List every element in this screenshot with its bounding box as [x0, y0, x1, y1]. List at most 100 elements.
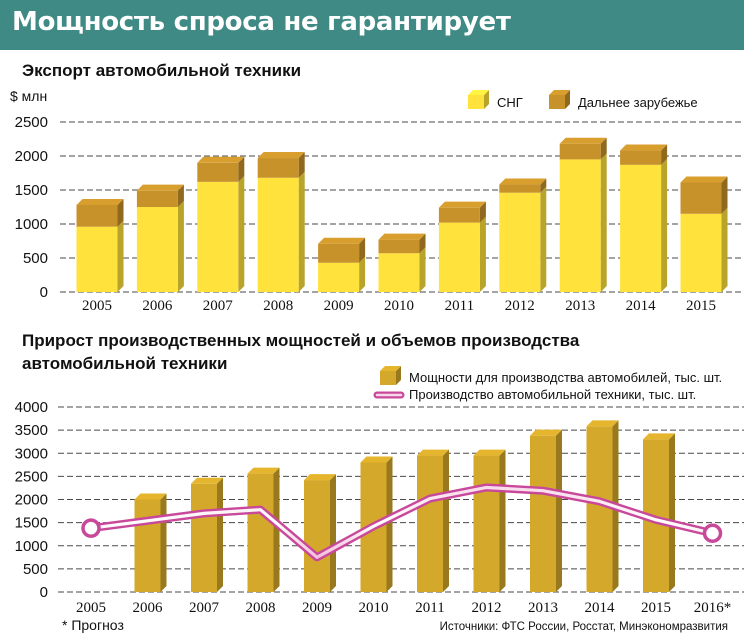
bar-segment-side — [540, 186, 547, 292]
bar-segment-front — [378, 239, 420, 254]
x-tick-label: 2009 — [324, 298, 354, 314]
capacity-bar — [134, 493, 167, 592]
bar-segment-front — [136, 207, 178, 292]
bar-segment-front — [680, 213, 722, 292]
x-tick-label: 2014 — [626, 298, 657, 314]
legend-swatch — [380, 366, 401, 385]
bar-segment — [620, 158, 668, 292]
bar-segment-top — [257, 152, 305, 159]
bar-segment-front — [438, 207, 480, 223]
bar-segment-side — [721, 176, 728, 214]
forecast-footnote: * Прогноз — [62, 617, 124, 633]
bar-segment-top — [620, 144, 668, 151]
x-tick-label: 2016* — [694, 600, 732, 616]
x-tick-label: 2006 — [133, 600, 164, 616]
bar-segment-front — [76, 226, 118, 292]
capacity-chart: Прирост производственных мощностей и объ… — [15, 331, 744, 633]
capacity-bar — [530, 429, 562, 592]
bar-segment-front — [197, 162, 239, 182]
bar-segment-top — [197, 156, 245, 163]
bar-segment-top — [680, 176, 728, 183]
bar-segment-front — [257, 158, 299, 178]
bar-segment — [680, 207, 728, 292]
bar-segment-side — [479, 216, 486, 292]
capacity-bar-front — [247, 473, 274, 592]
bar-segment — [559, 137, 607, 160]
bar-segment-front — [620, 164, 662, 292]
capacity-bar-front — [304, 480, 330, 592]
capacity-bar-top — [304, 474, 336, 481]
bar-segment-side — [661, 144, 668, 165]
bar-segment-side — [479, 201, 486, 223]
chart-title: Прирост производственных мощностей и объ… — [22, 331, 580, 373]
bar-segment-top — [438, 201, 486, 208]
bar-segment-top — [559, 137, 607, 144]
y-tick-label: 500 — [23, 250, 48, 267]
x-tick-label: 2010 — [384, 298, 414, 314]
bar-segment-side — [600, 137, 607, 160]
y-tick-label: 1000 — [15, 538, 48, 555]
capacity-bar-top — [473, 449, 506, 456]
x-tick-label: 2012 — [472, 600, 502, 616]
x-tick-label: 2015 — [641, 600, 671, 616]
y-tick-label: 4000 — [15, 399, 48, 416]
y-tick-label: 3500 — [15, 422, 48, 439]
bar-segment-side — [117, 220, 124, 292]
x-tick-label: 2012 — [505, 298, 535, 314]
capacity-bar-top — [586, 420, 619, 427]
bar-segment — [318, 256, 366, 292]
y-tick-label: 500 — [23, 561, 48, 578]
bar-segment-front — [318, 243, 360, 263]
bar-segment — [378, 233, 426, 254]
capacity-bar-side — [273, 467, 280, 592]
bar-segment — [620, 144, 668, 165]
bar-segment-side — [600, 153, 607, 292]
capacity-bar-top — [417, 449, 449, 456]
capacity-bar-front — [134, 499, 161, 592]
x-tick-label: 2007 — [189, 600, 220, 616]
bar-segment — [378, 247, 426, 292]
x-tick-label: 2009 — [302, 600, 332, 616]
y-tick-label: 0 — [40, 284, 48, 301]
bar-segment — [559, 153, 607, 292]
capacity-bar-side — [160, 493, 167, 592]
capacity-bar-side — [443, 449, 449, 592]
x-tick-label: 2013 — [528, 600, 558, 616]
bar-segment-front — [499, 192, 541, 292]
capacity-bar-side — [217, 477, 223, 592]
bar-segment-side — [419, 233, 426, 254]
capacity-bar — [304, 474, 336, 592]
bar-segment-side — [238, 175, 245, 292]
bar-segment-side — [359, 256, 366, 292]
bar-segment-front — [559, 143, 601, 160]
capacity-bar-front — [417, 455, 443, 592]
bar-segment — [257, 152, 305, 178]
legend-swatch — [549, 90, 570, 109]
x-tick-label: 2010 — [359, 600, 389, 616]
bar-segment — [499, 178, 547, 193]
bar-segment — [318, 237, 366, 263]
legend-label: СНГ — [497, 95, 523, 110]
bar-segment-side — [661, 158, 668, 292]
bar-segment — [438, 201, 486, 223]
bar-segment-front — [197, 181, 239, 292]
capacity-bar-side — [669, 433, 675, 592]
page-title: Мощность спроса не гарантирует — [12, 7, 511, 37]
y-tick-label: 3000 — [15, 445, 48, 462]
bar-segment-top — [136, 184, 184, 191]
bar-segment-side — [238, 156, 245, 182]
y-axis-unit: $ млн — [10, 88, 47, 104]
legend-label: Дальнее зарубежье — [578, 95, 698, 110]
bar-segment-side — [177, 184, 184, 207]
bar-segment-side — [721, 207, 728, 292]
bar-segment-front — [438, 222, 480, 292]
bar-segment — [499, 186, 547, 292]
bar-segment-front — [136, 190, 178, 207]
bar-segment-side — [540, 178, 547, 193]
bar-segment-top — [76, 198, 124, 205]
bar-segment — [257, 171, 305, 292]
bar-segment — [136, 184, 184, 207]
x-tick-label: 2008 — [263, 298, 293, 314]
y-tick-label: 2000 — [15, 148, 48, 165]
